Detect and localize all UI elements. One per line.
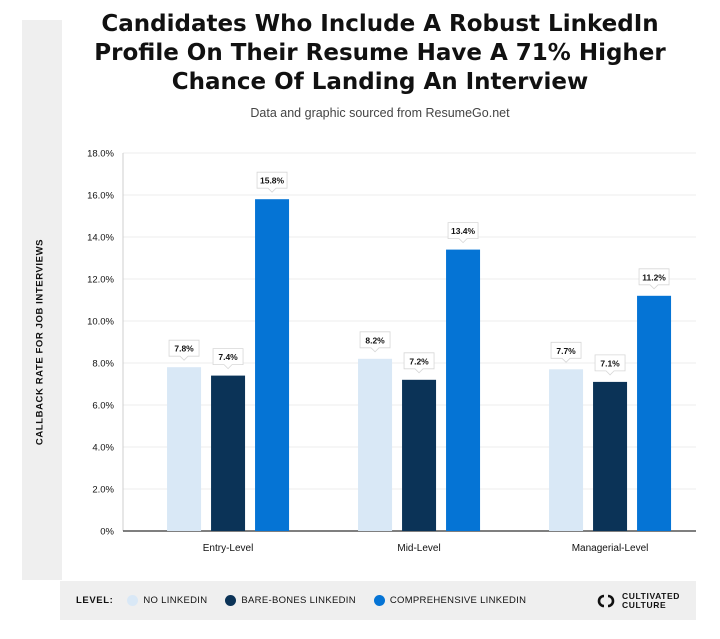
y-tick-label: 10.0% bbox=[87, 317, 114, 328]
x-tick-label: Managerial-Level bbox=[572, 543, 649, 554]
left-background-strip bbox=[22, 20, 62, 580]
y-tick-label: 16.0% bbox=[87, 191, 114, 202]
data-label: 15.8% bbox=[260, 176, 285, 186]
legend-title: LEVEL: bbox=[76, 595, 114, 606]
bar bbox=[358, 358, 393, 531]
data-label: 7.4% bbox=[218, 352, 238, 362]
data-label-box bbox=[212, 348, 244, 370]
data-label-box bbox=[256, 171, 288, 193]
legend-label-bare-bones-linkedin: BARE-BONES LINKEDIN bbox=[241, 595, 356, 606]
y-tick-label: 12.0% bbox=[87, 275, 114, 286]
bar bbox=[255, 199, 290, 531]
y-tick-label: 6.0% bbox=[92, 401, 114, 412]
x-tick-label: Mid-Level bbox=[397, 543, 440, 554]
bar bbox=[637, 295, 672, 531]
bar bbox=[167, 367, 202, 531]
bar-chart: 0% 2.0% 4.0% 6.0% 8.0% 10.0% 12.0% 14.0% 16.0% 18… bbox=[87, 149, 696, 554]
data-label-box bbox=[403, 352, 435, 374]
legend-swatch-no-linkedin bbox=[127, 595, 139, 606]
bar bbox=[402, 379, 437, 531]
y-tick-label: 4.0% bbox=[92, 443, 114, 454]
data-label: 7.2% bbox=[409, 356, 429, 366]
legend-label-no-linkedin: NO LINKEDIN bbox=[143, 595, 208, 606]
brand-logo: CULTIVATED CULTURE bbox=[595, 590, 680, 610]
brand-line-2: CULTURE bbox=[622, 599, 667, 610]
source-note: Data and graphic sourced from ResumeGo.n… bbox=[250, 106, 510, 120]
data-label: 11.2% bbox=[642, 272, 666, 282]
legend-item-bare-bones-linkedin: BARE-BONES LINKEDIN bbox=[225, 595, 356, 606]
title-line-2: Profile On Their Resume Have A 71% Highe… bbox=[94, 40, 666, 66]
data-label: 7.7% bbox=[556, 346, 576, 356]
data-label: 8.2% bbox=[365, 335, 385, 345]
bar bbox=[211, 375, 246, 531]
data-label: 7.1% bbox=[600, 358, 620, 368]
data-label-box bbox=[550, 341, 582, 363]
bar bbox=[446, 249, 481, 531]
y-tick-label: 0% bbox=[100, 527, 114, 538]
y-tick-label: 14.0% bbox=[87, 233, 114, 244]
y-tick-label: 18.0% bbox=[87, 149, 114, 160]
title-line-1: Candidates Who Include A Robust LinkedIn bbox=[101, 11, 659, 37]
brand-logo-icon bbox=[597, 594, 615, 607]
data-label-box bbox=[168, 339, 200, 361]
data-label-box bbox=[447, 222, 479, 244]
x-tick-label: Entry-Level bbox=[203, 543, 254, 554]
legend-item-comprehensive-linkedin: COMPREHENSIVE LINKEDIN bbox=[373, 595, 527, 606]
y-tick-label: 2.0% bbox=[92, 485, 114, 496]
y-tick-label: 8.0% bbox=[92, 359, 114, 370]
data-label: 13.4% bbox=[451, 226, 476, 236]
data-label-box bbox=[359, 331, 391, 353]
bar bbox=[593, 381, 628, 531]
brand-line-1: CULTIVATED bbox=[622, 590, 680, 601]
title-line-3: Chance Of Landing An Interview bbox=[171, 69, 589, 95]
chart-title: Candidates Who Include A Robust LinkedIn… bbox=[70, 10, 690, 97]
data-label: 7.8% bbox=[174, 344, 194, 354]
data-label-box bbox=[594, 354, 626, 376]
data-label-box bbox=[638, 268, 670, 290]
legend-label-comprehensive-linkedin: COMPREHENSIVE LINKEDIN bbox=[389, 595, 527, 606]
legend-swatch-bare-bones-linkedin bbox=[225, 595, 237, 606]
legend: LEVEL: NO LINKEDIN BARE-BONES LINKEDIN C… bbox=[60, 581, 696, 620]
legend-item-no-linkedin: NO LINKEDIN bbox=[127, 595, 207, 606]
bar bbox=[549, 369, 584, 531]
legend-swatch-comprehensive-linkedin bbox=[373, 595, 385, 606]
